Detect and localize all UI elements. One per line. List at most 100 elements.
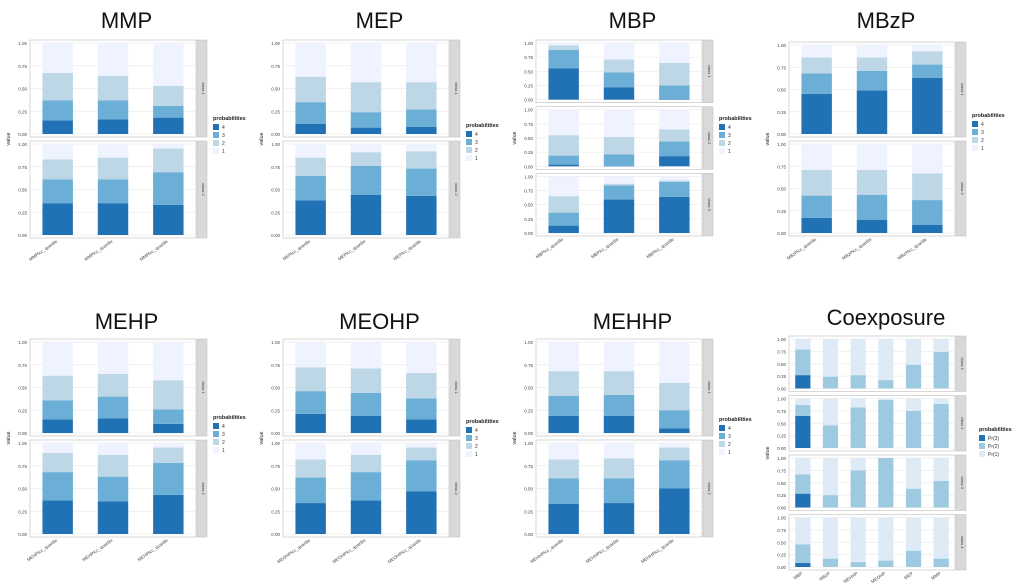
legend-title: probabilities (719, 116, 752, 122)
bar-segment (153, 494, 184, 534)
y-tick-label: 0.75 (524, 55, 533, 60)
bar-segment (350, 415, 382, 433)
bar-segment (856, 70, 888, 91)
bar-segment (795, 339, 811, 350)
y-tick-label: 0.25 (271, 509, 280, 514)
legend-label: 4 (475, 132, 478, 138)
chart-panel-mep: MEP 0.00 0.25 0.50 0.75 1.00 class 1 0.00 0.25 0.… (253, 0, 506, 291)
bar-segment (42, 453, 73, 473)
bar-segment (350, 127, 382, 134)
legend-swatch (719, 132, 725, 138)
bar-segment (905, 364, 922, 389)
bar-segment (295, 391, 326, 414)
facet-strip-label: class 2 (454, 482, 459, 495)
bar-segment (42, 120, 73, 134)
bar-segment (659, 62, 690, 86)
y-tick-label: 1.00 (271, 441, 280, 446)
bar-segment (933, 517, 949, 559)
legend-label: 2 (222, 440, 225, 446)
legend-swatch (972, 145, 978, 151)
legend-label: 1 (728, 149, 731, 155)
bar-segment (795, 544, 811, 564)
bar-segment (878, 560, 894, 567)
y-tick-label: 0.75 (524, 464, 533, 469)
y-tick-label: 0.00 (777, 446, 786, 451)
legend-title: probabilities (972, 113, 1005, 119)
bar-segment (42, 375, 73, 401)
legend-swatch (972, 137, 978, 143)
bar-segment (659, 196, 690, 233)
legend-swatch (466, 131, 472, 137)
bar-segment (97, 144, 129, 158)
y-tick-label: 0.25 (524, 509, 533, 514)
facet-strip (449, 439, 461, 538)
legend-label: Pr(1) (988, 452, 999, 458)
bar-segment (548, 371, 579, 396)
y-tick-label: 1.00 (18, 340, 27, 345)
bar-segment (548, 196, 579, 213)
legend-label: 4 (728, 426, 731, 432)
bar-segment (659, 176, 690, 181)
bar-segment (659, 428, 690, 433)
facet-strip-label: class 1 (960, 358, 965, 371)
facet-strip-label: class 1 (201, 381, 206, 394)
x-tick-label: MBzPlcc_quartile (841, 236, 873, 260)
bar-segment (659, 180, 690, 182)
y-tick-label: 1.00 (18, 142, 27, 147)
bar-segment (548, 212, 579, 226)
legend-label: Pr(3) (988, 436, 999, 442)
bar-segment (856, 219, 888, 233)
legend-swatch (466, 435, 472, 441)
bar-segment (933, 558, 949, 567)
bar-segment (905, 410, 922, 448)
legend-label: 1 (981, 146, 984, 152)
legend-swatch (719, 449, 725, 455)
y-axis-label: value (512, 431, 518, 444)
bar-segment (850, 339, 866, 376)
bar-segment (548, 478, 579, 504)
y-tick-label: 0.00 (524, 532, 533, 537)
facet-strip-label: class 3 (707, 198, 712, 211)
bar-segment (801, 144, 832, 170)
facet-strip (955, 514, 967, 571)
bar-segment (350, 472, 382, 501)
bar-segment (548, 45, 579, 50)
bar-segment (912, 173, 943, 201)
facet-strip (955, 140, 967, 237)
y-tick-label: 0.25 (777, 434, 786, 439)
bar-segment (856, 45, 888, 58)
chart-svg: 0.00 0.25 0.50 0.75 1.00 class 1 0.00 0.25 0.50 0… (765, 335, 1012, 583)
y-tick-label: 0.50 (524, 487, 533, 492)
y-tick-label: 1.00 (18, 41, 27, 46)
bar-segment (42, 43, 73, 74)
y-tick-label: 0.25 (777, 553, 786, 558)
chart-title: MEHP (94, 309, 159, 334)
bar-segment (603, 199, 635, 233)
bar-segment (295, 342, 326, 368)
legend-title: probabilities (979, 427, 1012, 433)
bar-segment (878, 458, 894, 508)
chart-title: MMP (100, 8, 153, 33)
y-tick-label: 0.50 (777, 88, 786, 93)
bar-segment (850, 375, 866, 389)
bar-segment (933, 398, 949, 404)
legend-label: 1 (222, 448, 225, 454)
bar-segment (406, 447, 437, 461)
y-tick-label: 1.00 (524, 441, 533, 446)
legend-swatch (719, 140, 725, 146)
y-axis-label: value (512, 131, 518, 144)
bar-segment (350, 368, 382, 393)
facet-strip (702, 439, 714, 538)
facet-strip-label: class 1 (454, 82, 459, 95)
legend-swatch (466, 443, 472, 449)
y-tick-label: 0.50 (18, 487, 27, 492)
x-tick-label: MMPlcc_quartile (83, 238, 114, 261)
bar-segment (350, 152, 382, 166)
facet-strip (955, 395, 967, 452)
legend-label: 1 (475, 452, 478, 458)
y-tick-label: 0.25 (271, 408, 280, 413)
bar-segment (603, 458, 635, 479)
bar-segment (548, 109, 579, 136)
y-tick-label: 1.00 (524, 108, 533, 113)
bar-segment (856, 144, 888, 170)
